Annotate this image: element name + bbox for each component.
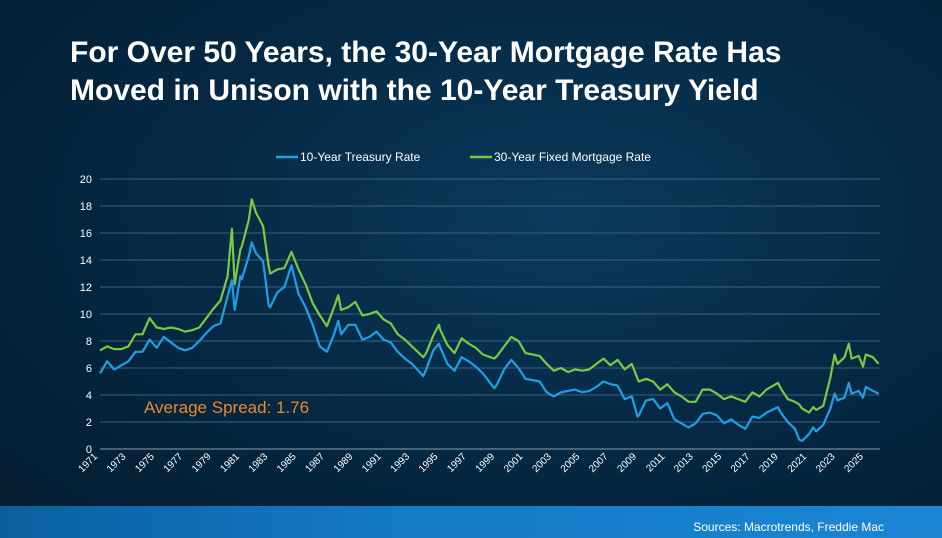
x-tick-label: 1977 bbox=[162, 451, 186, 475]
x-tick-label: 2007 bbox=[587, 451, 611, 475]
x-tick-label: 1995 bbox=[417, 451, 441, 475]
x-tick-label: 2001 bbox=[502, 451, 526, 475]
y-tick-label: 12 bbox=[80, 282, 92, 294]
x-tick-label: 1975 bbox=[133, 451, 157, 475]
title-line-2: Moved in Unison with the 10-Year Treasur… bbox=[70, 74, 759, 107]
x-tick-label: 1987 bbox=[304, 451, 328, 475]
x-tick-label: 2019 bbox=[757, 451, 781, 475]
x-tick-label: 1991 bbox=[360, 451, 384, 475]
x-tick-label: 2015 bbox=[701, 451, 725, 475]
y-axis-ticks: 0 2 4 6 8 10 12 14 16 18 20 bbox=[80, 174, 92, 456]
x-tick-label: 1979 bbox=[190, 451, 214, 475]
series-lines bbox=[99, 198, 880, 442]
y-tick-label: 0 bbox=[86, 444, 92, 456]
x-tick-label: 2011 bbox=[644, 451, 667, 474]
x-tick-label: 2021 bbox=[786, 451, 810, 475]
legend-label: 30-Year Fixed Mortgage Rate bbox=[494, 150, 651, 164]
y-tick-label: 6 bbox=[86, 363, 92, 375]
x-tick-label: 1981 bbox=[218, 451, 242, 475]
average-spread-annotation: Average Spread: 1.76 bbox=[144, 398, 309, 417]
grid-lines bbox=[100, 178, 880, 450]
x-tick-label: 1993 bbox=[389, 451, 413, 475]
x-tick-label: 1997 bbox=[445, 451, 469, 475]
x-tick-label: 1989 bbox=[332, 451, 356, 475]
x-tick-label: 2009 bbox=[616, 451, 640, 475]
mortgage-rate-line bbox=[99, 198, 880, 414]
x-tick-label: 2013 bbox=[672, 451, 696, 475]
footer-bar bbox=[0, 506, 942, 538]
y-tick-label: 10 bbox=[80, 309, 92, 321]
x-tick-label: 2025 bbox=[842, 451, 866, 475]
legend: 10-Year Treasury Rate 30-Year Fixed Mortg… bbox=[276, 150, 651, 164]
x-tick-label: 1999 bbox=[474, 451, 498, 475]
y-tick-label: 2 bbox=[86, 417, 92, 429]
x-axis-ticks: 1971 1973 1975 1977 1979 1981 1983 1985 1987 1989… bbox=[77, 451, 867, 475]
title-line-1: For Over 50 Years, the 30-Year Mortgage … bbox=[70, 36, 782, 69]
legend-label: 10-Year Treasury Rate bbox=[300, 150, 421, 164]
y-tick-label: 16 bbox=[80, 228, 92, 240]
y-tick-label: 8 bbox=[86, 336, 92, 348]
source-note: Sources: Macrotrends, Freddie Mac bbox=[693, 520, 884, 534]
y-tick-label: 14 bbox=[80, 255, 92, 267]
x-tick-label: 2023 bbox=[814, 451, 838, 475]
treasury-rate-line bbox=[99, 241, 880, 442]
y-tick-label: 20 bbox=[80, 174, 92, 186]
x-tick-label: 2005 bbox=[559, 451, 583, 475]
y-tick-label: 4 bbox=[86, 390, 92, 402]
x-tick-label: 1983 bbox=[247, 451, 271, 475]
x-tick-label: 1985 bbox=[275, 451, 299, 475]
x-tick-label: 1971 bbox=[77, 451, 101, 475]
x-tick-label: 2017 bbox=[729, 451, 753, 475]
x-tick-label: 2003 bbox=[530, 451, 554, 475]
page-title: For Over 50 Years, the 30-Year Mortgage … bbox=[70, 34, 890, 110]
x-tick-label: 1973 bbox=[105, 451, 129, 475]
y-tick-label: 18 bbox=[80, 201, 92, 213]
